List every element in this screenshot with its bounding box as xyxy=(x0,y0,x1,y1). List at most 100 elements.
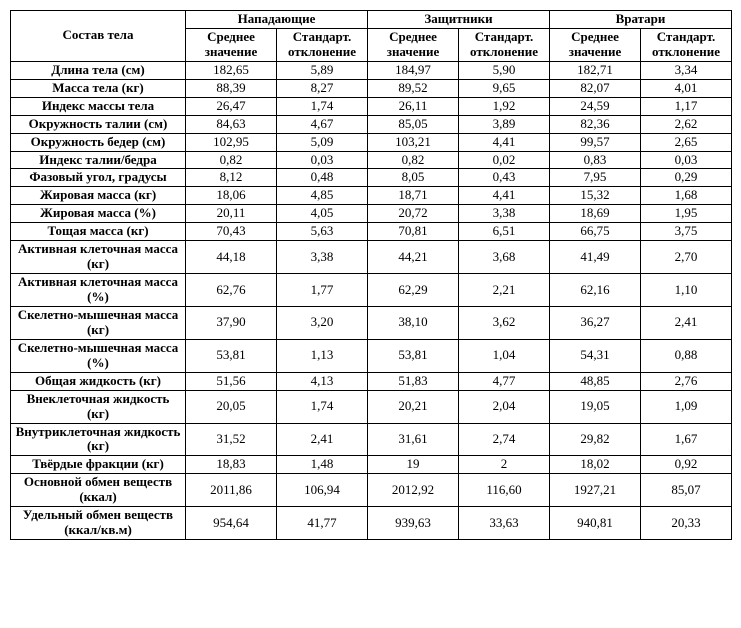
cell-value: 20,05 xyxy=(186,390,277,423)
table-row: Индекс талии/бедра0,820,030,820,020,830,… xyxy=(11,151,732,169)
cell-value: 54,31 xyxy=(550,339,641,372)
cell-value: 2,41 xyxy=(277,423,368,456)
cell-value: 31,52 xyxy=(186,423,277,456)
row-label: Твёрдые фракции (кг) xyxy=(11,456,186,474)
table-row: Твёрдые фракции (кг)18,831,4819218,020,9… xyxy=(11,456,732,474)
cell-value: 9,65 xyxy=(459,79,550,97)
cell-value: 0,83 xyxy=(550,151,641,169)
row-label: Общая жидкость (кг) xyxy=(11,372,186,390)
cell-value: 5,90 xyxy=(459,61,550,79)
row-label: Скелетно-мышечная масса (%) xyxy=(11,339,186,372)
cell-value: 0,48 xyxy=(277,169,368,187)
table-body: Длина тела (см)182,655,89184,975,90182,7… xyxy=(11,61,732,539)
row-label: Индекс талии/бедра xyxy=(11,151,186,169)
cell-value: 4,01 xyxy=(641,79,732,97)
cell-value: 44,18 xyxy=(186,241,277,274)
cell-value: 0,82 xyxy=(186,151,277,169)
cell-value: 84,63 xyxy=(186,115,277,133)
cell-value: 15,32 xyxy=(550,187,641,205)
cell-value: 26,11 xyxy=(368,97,459,115)
row-label: Жировая масса (кг) xyxy=(11,187,186,205)
cell-value: 940,81 xyxy=(550,507,641,540)
cell-value: 66,75 xyxy=(550,223,641,241)
cell-value: 7,95 xyxy=(550,169,641,187)
table-row: Активная клеточная масса (%)62,761,7762,… xyxy=(11,274,732,307)
cell-value: 4,05 xyxy=(277,205,368,223)
row-label: Жировая масса (%) xyxy=(11,205,186,223)
cell-value: 0,92 xyxy=(641,456,732,474)
cell-value: 62,29 xyxy=(368,274,459,307)
cell-value: 24,59 xyxy=(550,97,641,115)
cell-value: 116,60 xyxy=(459,474,550,507)
cell-value: 19 xyxy=(368,456,459,474)
cell-value: 36,27 xyxy=(550,306,641,339)
cell-value: 3,62 xyxy=(459,306,550,339)
cell-value: 38,10 xyxy=(368,306,459,339)
row-label: Длина тела (см) xyxy=(11,61,186,79)
cell-value: 102,95 xyxy=(186,133,277,151)
cell-value: 0,29 xyxy=(641,169,732,187)
cell-value: 0,03 xyxy=(641,151,732,169)
cell-value: 53,81 xyxy=(186,339,277,372)
cell-value: 19,05 xyxy=(550,390,641,423)
cell-value: 0,02 xyxy=(459,151,550,169)
cell-value: 3,89 xyxy=(459,115,550,133)
cell-value: 3,20 xyxy=(277,306,368,339)
cell-value: 2011,86 xyxy=(186,474,277,507)
cell-value: 1,74 xyxy=(277,97,368,115)
cell-value: 4,41 xyxy=(459,187,550,205)
row-label: Активная клеточная масса (%) xyxy=(11,274,186,307)
cell-value: 70,43 xyxy=(186,223,277,241)
cell-value: 33,63 xyxy=(459,507,550,540)
table-row: Фазовый угол, градусы8,120,488,050,437,9… xyxy=(11,169,732,187)
table-row: Основной обмен веществ (ккал)2011,86106,… xyxy=(11,474,732,507)
cell-value: 20,33 xyxy=(641,507,732,540)
cell-value: 3,34 xyxy=(641,61,732,79)
table-row: Индекс массы тела26,471,7426,111,9224,59… xyxy=(11,97,732,115)
cell-value: 4,85 xyxy=(277,187,368,205)
cell-value: 88,39 xyxy=(186,79,277,97)
cell-value: 1,17 xyxy=(641,97,732,115)
row-label: Внутриклеточная жидкость (кг) xyxy=(11,423,186,456)
cell-value: 48,85 xyxy=(550,372,641,390)
cell-value: 1,10 xyxy=(641,274,732,307)
cell-value: 1,95 xyxy=(641,205,732,223)
sub-header-std: Стандарт. отклонение xyxy=(459,28,550,61)
row-label: Индекс массы тела xyxy=(11,97,186,115)
table-row: Окружность бедер (см)102,955,09103,214,4… xyxy=(11,133,732,151)
cell-value: 41,77 xyxy=(277,507,368,540)
table-row: Жировая масса (кг)18,064,8518,714,4115,3… xyxy=(11,187,732,205)
table-row: Удельный обмен веществ (ккал/кв.м)954,64… xyxy=(11,507,732,540)
row-label: Внеклеточная жидкость (кг) xyxy=(11,390,186,423)
cell-value: 106,94 xyxy=(277,474,368,507)
sub-header-mean: Среднее значение xyxy=(368,28,459,61)
row-label: Окружность бедер (см) xyxy=(11,133,186,151)
table-row: Жировая масса (%)20,114,0520,723,3818,69… xyxy=(11,205,732,223)
table-row: Масса тела (кг)88,398,2789,529,6582,074,… xyxy=(11,79,732,97)
cell-value: 18,83 xyxy=(186,456,277,474)
cell-value: 103,21 xyxy=(368,133,459,151)
cell-value: 62,16 xyxy=(550,274,641,307)
table-row: Окружность талии (см)84,634,6785,053,898… xyxy=(11,115,732,133)
cell-value: 1,48 xyxy=(277,456,368,474)
cell-value: 2,62 xyxy=(641,115,732,133)
cell-value: 1927,21 xyxy=(550,474,641,507)
cell-value: 3,68 xyxy=(459,241,550,274)
cell-value: 51,83 xyxy=(368,372,459,390)
cell-value: 37,90 xyxy=(186,306,277,339)
row-label: Фазовый угол, градусы xyxy=(11,169,186,187)
group-header: Нападающие xyxy=(186,11,368,29)
cell-value: 20,21 xyxy=(368,390,459,423)
table-row: Активная клеточная масса (кг)44,183,3844… xyxy=(11,241,732,274)
sub-header-std: Стандарт. отклонение xyxy=(277,28,368,61)
cell-value: 99,57 xyxy=(550,133,641,151)
cell-value: 954,64 xyxy=(186,507,277,540)
cell-value: 5,63 xyxy=(277,223,368,241)
body-composition-table: Состав тела Нападающие Защитники Вратари… xyxy=(10,10,732,540)
cell-value: 4,67 xyxy=(277,115,368,133)
cell-value: 1,09 xyxy=(641,390,732,423)
cell-value: 18,02 xyxy=(550,456,641,474)
cell-value: 1,74 xyxy=(277,390,368,423)
cell-value: 18,69 xyxy=(550,205,641,223)
cell-value: 2,21 xyxy=(459,274,550,307)
